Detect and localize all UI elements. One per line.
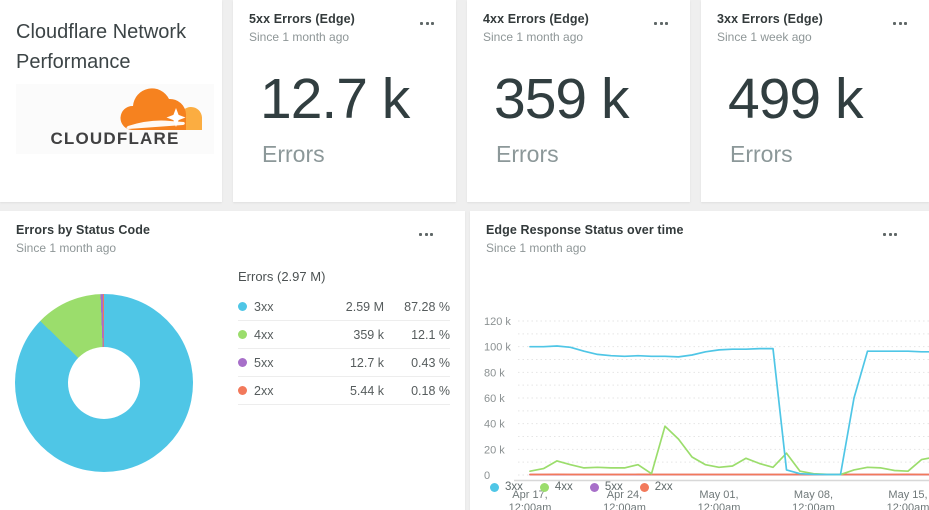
series-color-dot xyxy=(238,358,247,367)
series-color-dot xyxy=(589,482,599,492)
legend-item-5xx[interactable]: 5xx xyxy=(589,481,623,493)
svg-text:12:00am: 12:00am xyxy=(603,502,646,510)
series-value: 12.7 k xyxy=(349,355,384,370)
legend-row-4xx[interactable]: 4xx 359 k 12.1 % xyxy=(238,321,450,349)
errors-by-status-code-card: Errors by Status Code Since 1 month ago … xyxy=(0,211,465,510)
card-title: Errors by Status Code xyxy=(16,223,151,237)
dashboard-title: Cloudflare Network Performance xyxy=(16,21,187,73)
donut-legend-title: Errors (2.97 M) xyxy=(238,269,326,284)
svg-text:80 k: 80 k xyxy=(484,367,505,379)
dashboard-title-card: Cloudflare Network Performance CLOUDFLAR… xyxy=(0,0,222,202)
svg-text:100 k: 100 k xyxy=(484,342,511,354)
line-chart-legend: 3xx 4xx 5xx 2xx xyxy=(490,481,673,493)
series-color-dot xyxy=(490,482,499,492)
card-menu-icon[interactable] xyxy=(416,18,438,29)
card-subtitle: Since 1 month ago xyxy=(486,241,587,255)
series-label: 3xx xyxy=(254,299,274,314)
legend-row-3xx[interactable]: 3xx 2.59 M 87.28 % xyxy=(238,293,450,321)
svg-text:May 08,: May 08, xyxy=(794,489,833,501)
series-value: 2.59 M xyxy=(345,299,384,314)
legend-item-3xx[interactable]: 3xx xyxy=(490,481,523,493)
card-subtitle: Since 1 month ago xyxy=(483,30,584,44)
series-percent: 12.1 % xyxy=(411,327,450,342)
cloudflare-wordmark: CLOUDFLARE xyxy=(50,129,180,148)
svg-text:0: 0 xyxy=(484,470,490,482)
card-title: 4xx Errors (Edge) xyxy=(483,12,589,26)
card-title: 3xx Errors (Edge) xyxy=(717,12,823,26)
kpi-card-4xx-errors: 4xx Errors (Edge) Since 1 month ago 359 … xyxy=(467,0,690,202)
card-menu-icon[interactable] xyxy=(415,229,437,240)
series-label: 2xx xyxy=(254,383,274,398)
svg-text:12:00am: 12:00am xyxy=(509,502,552,510)
series-label: 5xx xyxy=(254,355,274,370)
svg-text:May 01,: May 01, xyxy=(699,489,738,501)
kpi-value: 499 k xyxy=(728,67,863,131)
svg-text:12:00am: 12:00am xyxy=(792,502,835,510)
card-menu-icon[interactable] xyxy=(650,18,672,29)
svg-text:120 k: 120 k xyxy=(484,316,511,328)
series-label: 4xx xyxy=(554,481,573,493)
series-color-dot xyxy=(238,386,247,395)
svg-text:20 k: 20 k xyxy=(484,444,505,456)
edge-response-status-card: Edge Response Status over time Since 1 m… xyxy=(470,211,929,510)
card-subtitle: Since 1 week ago xyxy=(717,30,812,44)
card-subtitle: Since 1 month ago xyxy=(16,241,117,255)
card-menu-icon[interactable] xyxy=(879,229,901,240)
cloudflare-cloud-icon xyxy=(120,88,202,130)
card-title: Edge Response Status over time xyxy=(486,223,684,237)
series-value: 359 k xyxy=(353,327,384,342)
legend-item-2xx[interactable]: 2xx xyxy=(639,481,673,493)
series-color-dot xyxy=(639,482,649,492)
series-color-dot xyxy=(238,302,247,311)
svg-text:12:00am: 12:00am xyxy=(887,502,929,510)
series-percent: 87.28 % xyxy=(404,299,450,314)
card-menu-icon[interactable] xyxy=(889,18,911,29)
legend-row-2xx[interactable]: 2xx 5.44 k 0.18 % xyxy=(238,377,450,405)
series-label: 4xx xyxy=(254,327,274,342)
svg-text:12:00am: 12:00am xyxy=(698,502,741,510)
kpi-card-3xx-errors: 3xx Errors (Edge) Since 1 week ago 499 k… xyxy=(701,0,929,202)
series-label: 3xx xyxy=(505,481,523,493)
svg-text:60 k: 60 k xyxy=(484,393,505,405)
series-color-dot xyxy=(238,330,247,339)
card-subtitle: Since 1 month ago xyxy=(249,30,350,44)
donut-legend-table: Errors (2.97 M) 3xx 2.59 M 87.28 % 4xx 3… xyxy=(238,269,450,405)
series-value: 5.44 k xyxy=(349,383,384,398)
kpi-card-5xx-errors: 5xx Errors (Edge) Since 1 month ago 12.7… xyxy=(233,0,456,202)
series-percent: 0.18 % xyxy=(411,383,450,398)
kpi-unit-label: Errors xyxy=(496,141,559,167)
series-percent: 0.43 % xyxy=(411,355,450,370)
kpi-value: 359 k xyxy=(494,67,629,131)
legend-item-4xx[interactable]: 4xx xyxy=(539,481,573,493)
series-label: 5xx xyxy=(604,481,623,493)
series-color-dot xyxy=(539,482,549,492)
svg-text:May 15,: May 15, xyxy=(888,489,927,501)
legend-row-5xx[interactable]: 5xx 12.7 k 0.43 % xyxy=(238,349,450,377)
svg-text:Apr 17,: Apr 17, xyxy=(512,489,547,501)
cloudflare-logo: CLOUDFLARE xyxy=(16,84,214,154)
card-title: 5xx Errors (Edge) xyxy=(249,12,355,26)
donut-chart-hole xyxy=(68,347,140,419)
svg-text:40 k: 40 k xyxy=(484,419,505,431)
series-label: 2xx xyxy=(654,481,673,493)
kpi-value: 12.7 k xyxy=(260,67,410,131)
kpi-unit-label: Errors xyxy=(730,141,793,167)
kpi-unit-label: Errors xyxy=(262,141,325,167)
svg-text:Apr 24,: Apr 24, xyxy=(607,489,642,501)
